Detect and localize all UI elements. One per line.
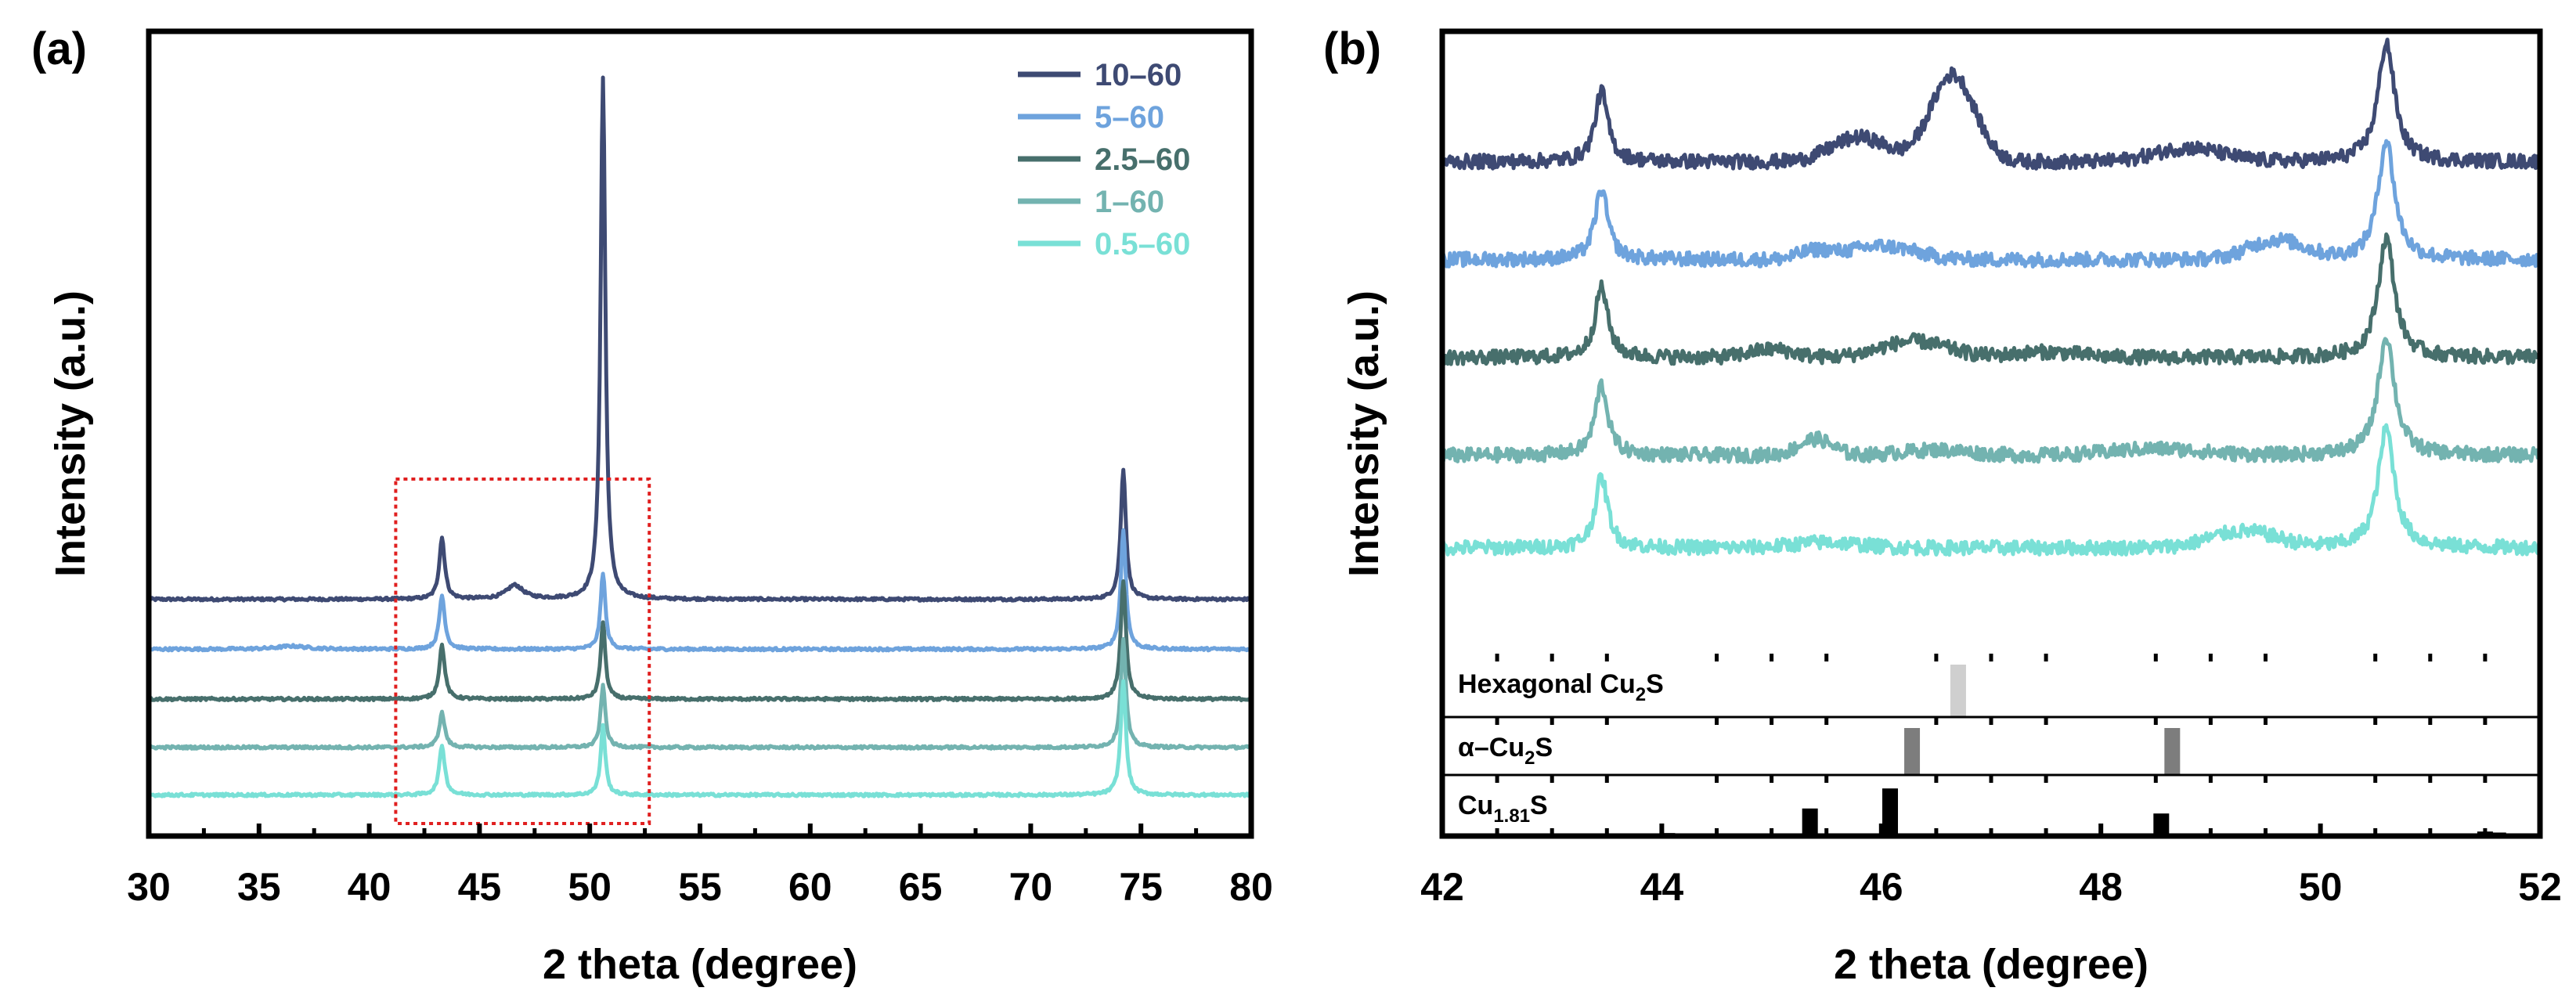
reference-label-3: Cu1.81S	[1458, 791, 1548, 827]
panel-a-label: (a)	[31, 23, 87, 74]
tick-label-b-46: 46	[1860, 865, 1903, 909]
tick-label-a-50: 50	[568, 865, 612, 909]
trace-a-0p5-60	[147, 679, 1253, 798]
panel-b-label: (b)	[1323, 23, 1381, 74]
reference-label-1: Hexagonal Cu2S	[1458, 669, 1664, 705]
panel-b-x-ticks: 42 44 46 48 50 52	[1420, 654, 2562, 909]
trace-a-1-60	[147, 636, 1253, 751]
trace-b-1-60	[1442, 337, 2540, 464]
reference-line-2-1	[1904, 728, 1921, 775]
legend-label-0p5-60: 0.5–60	[1095, 227, 1190, 261]
tick-label-b-42: 42	[1420, 865, 1464, 909]
panel-a-y-axis-label: Intensity (a.u.)	[47, 290, 94, 577]
tick-label-a-40: 40	[348, 865, 391, 909]
panel-a-x-ticks: 30 35 40 45 50 55 60 65 70 75 80	[127, 824, 1273, 909]
panel-a-frame	[146, 28, 1254, 839]
panel-a-traces	[147, 75, 1253, 798]
trace-b-10-60	[1442, 38, 2540, 171]
tick-label-a-60: 60	[788, 865, 832, 909]
reference-line-2-2	[2164, 728, 2181, 775]
trace-b-0p5-60	[1442, 423, 2540, 557]
panel-b-trace-group	[1442, 38, 2540, 557]
trace-b-5-60	[1442, 139, 2540, 269]
panel-a: (a) 30 35 40 45 50 55 60 65 70 75 80 2 theta (degr…	[31, 23, 1273, 988]
reference-label-2: α–Cu2S	[1458, 733, 1553, 769]
panel-a-x-axis-label: 2 theta (degree)	[543, 941, 857, 988]
panel-b-frame	[1439, 28, 2543, 839]
tick-label-a-75: 75	[1119, 865, 1163, 909]
reference-patterns: Hexagonal Cu2S α–Cu2S Cu1.81S	[1442, 665, 2540, 836]
trace-b-2p5-60	[1442, 232, 2540, 366]
zoom-box	[394, 478, 651, 825]
tick-label-b-50: 50	[2299, 865, 2343, 909]
tick-label-a-35: 35	[237, 865, 281, 909]
legend-label-1-60: 1–60	[1095, 185, 1164, 219]
panel-b-x-axis-label: 2 theta (degree)	[1834, 941, 2148, 988]
panel-b-traces	[1442, 38, 2540, 557]
tick-label-a-80: 80	[1229, 865, 1273, 909]
tick-label-a-65: 65	[899, 865, 943, 909]
tick-label-b-44: 44	[1640, 865, 1684, 909]
trace-a-10-60	[147, 75, 1253, 603]
tick-label-a-55: 55	[678, 865, 722, 909]
trace-a-5-60	[147, 528, 1253, 653]
legend: 10–60 5–60 2.5–60 1–60 0.5–60	[1018, 58, 1190, 261]
reference-line-3-1	[1802, 808, 1818, 836]
legend-label-10-60: 10–60	[1095, 58, 1182, 92]
panel-b-y-axis-label: Intensity (a.u.)	[1340, 290, 1387, 577]
tick-label-a-70: 70	[1009, 865, 1053, 909]
tick-label-b-52: 52	[2518, 865, 2562, 909]
tick-label-a-30: 30	[127, 865, 171, 909]
panel-b: (b) Hexagonal Cu2S α–Cu2S Cu1.81S 42 44 46 48…	[1323, 23, 2562, 988]
tick-label-a-45: 45	[458, 865, 502, 909]
legend-label-2p5-60: 2.5–60	[1095, 142, 1190, 177]
reference-line-3-2	[1882, 788, 1899, 836]
trace-a-2p5-60	[147, 579, 1253, 703]
tick-label-b-48: 48	[2079, 865, 2123, 909]
legend-label-5-60: 5–60	[1095, 100, 1164, 135]
reference-line-1-1	[1950, 665, 1966, 717]
